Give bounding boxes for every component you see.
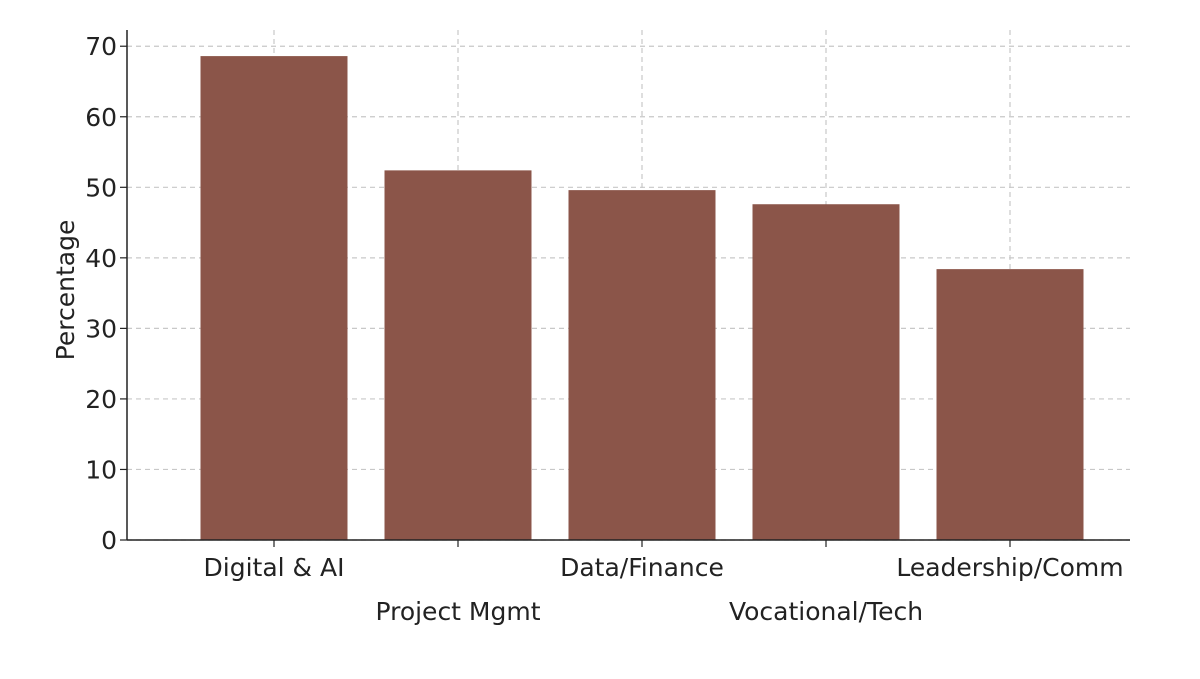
axes: 0 10 20 30 40 50 60 70 Digital & AI Project Mgmt D… [85,30,1130,626]
y-tick-label: 30 [85,314,117,343]
y-tick-label: 10 [85,455,117,484]
y-axis-label: Percentage [51,220,80,361]
bar [936,269,1084,540]
x-tick-label: Vocational/Tech [729,597,923,626]
bar [568,190,716,540]
y-tick-label: 20 [85,385,117,414]
bar [384,170,532,540]
y-tick-label: 60 [85,103,117,132]
x-tick-label: Leadership/Comm [896,553,1123,582]
x-tick-label: Project Mgmt [375,597,540,626]
y-tick-label: 0 [101,526,117,555]
y-tick-label: 40 [85,244,117,273]
x-tick-label: Digital & AI [204,553,345,582]
x-tick-label: Data/Finance [560,553,724,582]
bar [200,56,348,541]
y-tick-label: 70 [85,32,117,61]
bars [200,56,1084,541]
y-tick-label: 50 [85,173,117,202]
bar [752,204,900,540]
